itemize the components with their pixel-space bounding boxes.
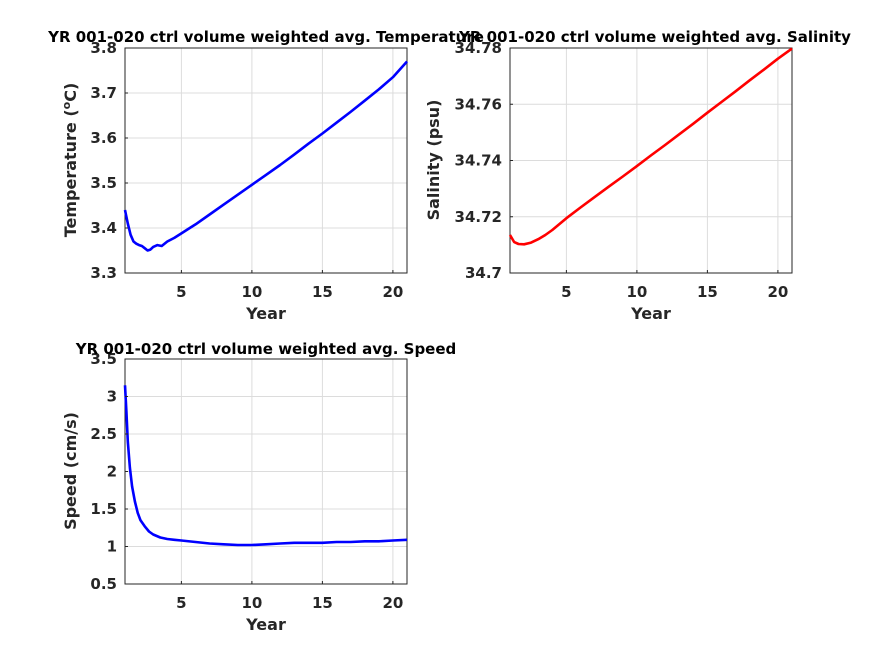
speed-x-tick-label: 5 xyxy=(176,594,186,612)
temperature-axes xyxy=(124,47,408,274)
salinity-panel: 34.7 34.72 34.74 34.76 34.78 5 10 15 20 YR 001-… xyxy=(424,28,851,323)
salinity-x-tick-label: 5 xyxy=(561,283,571,301)
temperature-axes-border xyxy=(124,47,408,274)
salinity-y-tick-label: 34.74 xyxy=(455,152,502,170)
speed-title: YR 001-020 ctrl volume weighted avg. Spe… xyxy=(75,340,457,358)
salinity-series-line xyxy=(508,47,793,246)
speed-y-tick-label: 2 xyxy=(107,463,117,481)
salinity-y-tick-label: 34.78 xyxy=(455,39,502,57)
temperature-y-tick-label: 3.5 xyxy=(90,174,117,192)
salinity-ylabel: Salinity (psu) xyxy=(424,100,443,221)
temperature-y-tick-label: 3.3 xyxy=(90,264,117,282)
salinity-y-ticks: 34.7 34.72 34.74 34.76 34.78 xyxy=(455,39,513,282)
salinity-y-tick-label: 34.76 xyxy=(455,95,502,113)
speed-y-tick-label: 1 xyxy=(107,538,117,556)
temperature-ylabel-main: Temperature ( xyxy=(61,109,80,237)
temperature-grid xyxy=(124,47,408,274)
salinity-x-tick-label: 20 xyxy=(767,283,788,301)
salinity-y-tick-label: 34.72 xyxy=(455,208,502,226)
speed-ylabel: Speed (cm/s) xyxy=(61,412,80,530)
speed-xlabel: Year xyxy=(245,615,286,634)
temperature-y-tick-label: 3.7 xyxy=(90,84,117,102)
speed-y-tick-label: 2.5 xyxy=(90,425,117,443)
speed-y-tick-label: 3.5 xyxy=(90,350,117,368)
temperature-xlabel: Year xyxy=(245,304,286,323)
temperature-ylabel-degree: o xyxy=(60,101,73,109)
salinity-x-ticks: 5 10 15 20 xyxy=(561,270,788,301)
salinity-x-tick-label: 10 xyxy=(626,283,647,301)
speed-y-tick-label: 0.5 xyxy=(90,575,117,593)
salinity-title: YR 001-020 ctrl volume weighted avg. Sal… xyxy=(458,28,851,46)
temperature-ylabel-end: C) xyxy=(61,83,80,102)
speed-panel: 0.5 1 1.5 2 2.5 3 3.5 5 10 15 20 YR 001-020 ctrl … xyxy=(61,340,456,634)
temperature-y-tick-label: 3.4 xyxy=(90,219,117,237)
salinity-x-tick-label: 15 xyxy=(697,283,718,301)
temperature-x-tick-label: 10 xyxy=(241,283,262,301)
temperature-y-tick-label: 3.6 xyxy=(90,129,117,147)
speed-x-ticks: 5 10 15 20 xyxy=(176,581,403,612)
temperature-y-ticks: 3.3 3.4 3.5 3.6 3.7 3.8 xyxy=(90,39,128,282)
temperature-x-tick-label: 20 xyxy=(382,283,403,301)
salinity-xlabel: Year xyxy=(630,304,671,323)
speed-x-tick-label: 20 xyxy=(382,594,403,612)
temperature-title: YR 001-020 ctrl volume weighted avg. Tem… xyxy=(47,28,484,46)
speed-y-tick-label: 3 xyxy=(107,388,117,406)
speed-x-tick-label: 10 xyxy=(241,594,262,612)
speed-y-tick-label: 1.5 xyxy=(90,500,117,518)
temperature-y-tick-label: 3.8 xyxy=(90,39,117,57)
salinity-y-tick-label: 34.7 xyxy=(465,264,502,282)
temperature-series-line xyxy=(123,60,408,252)
speed-y-ticks: 0.5 1 1.5 2 2.5 3 3.5 xyxy=(90,350,128,593)
temperature-x-ticks: 5 10 15 20 xyxy=(176,270,403,301)
temperature-ylabel: Temperature (oC) xyxy=(60,83,80,238)
temperature-x-tick-label: 15 xyxy=(312,283,333,301)
temperature-panel: 3.3 3.4 3.5 3.6 3.7 3.8 5 10 15 20 YR 001-020 ct… xyxy=(47,28,484,323)
speed-series-line xyxy=(123,385,408,547)
temperature-x-tick-label: 5 xyxy=(176,283,186,301)
speed-x-tick-label: 15 xyxy=(312,594,333,612)
